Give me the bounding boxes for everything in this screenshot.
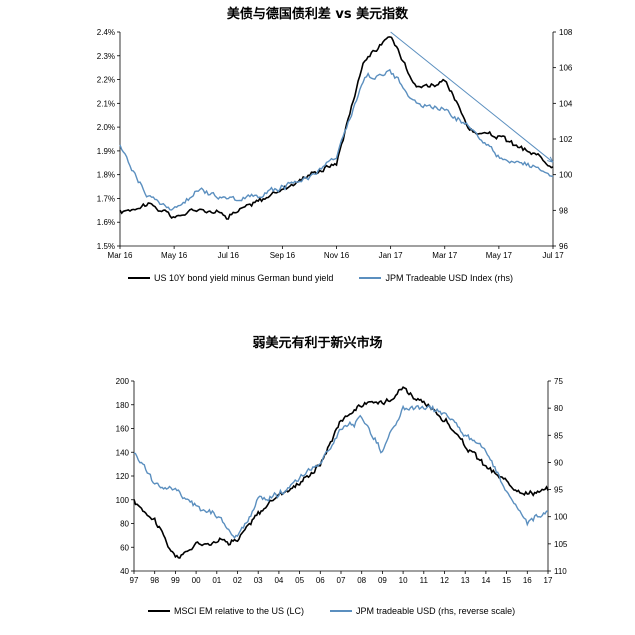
x-tick-label: 01 <box>212 576 221 585</box>
x-tick-label: 10 <box>399 576 408 585</box>
y-tick-label-right: 95 <box>554 486 563 495</box>
series-line-secondary <box>133 404 549 540</box>
x-tick-label: Mar 17 <box>432 251 457 260</box>
x-tick-label: Jul 17 <box>542 251 564 260</box>
chart-top-title: 美债与德国债利差 vs 美元指数 <box>226 7 409 22</box>
y-tick-label-right: 108 <box>559 28 573 37</box>
x-tick-label: 98 <box>150 576 159 585</box>
y-tick-label-left: 180 <box>116 401 130 410</box>
x-tick-label: 11 <box>420 576 429 585</box>
x-tick-label: 06 <box>316 576 325 585</box>
y-tick-label-left: 200 <box>116 377 130 386</box>
legend-swatch-msci-em <box>148 610 170 612</box>
legend-item-msci-em: MSCI EM relative to the US (LC) <box>148 606 304 616</box>
y-tick-label-right: 102 <box>559 135 573 144</box>
y-tick-label-left: 1.7% <box>97 194 115 203</box>
x-tick-label: 12 <box>440 576 449 585</box>
y-tick-label-right: 100 <box>559 171 573 180</box>
legend-label-msci-em: MSCI EM relative to the US (LC) <box>174 606 305 616</box>
y-tick-label-left: 120 <box>116 472 130 481</box>
y-tick-label-right: 105 <box>554 540 568 549</box>
y-tick-label-left: 2.3% <box>97 52 115 61</box>
y-tick-label-right: 100 <box>554 513 568 522</box>
x-tick-label: 02 <box>233 576 242 585</box>
chart-top: 美债与德国债利差 vs 美元指数 1.5% 1.6% 1.7% 1.8% 1.9% 2.0… <box>0 0 635 300</box>
y-tick-label-right: 90 <box>554 458 563 467</box>
legend-label-jpm-usd: JPM tradeable USD (rhs, reverse scale) <box>356 606 516 616</box>
y-tick-label-right: 80 <box>554 404 563 413</box>
y-tick-label-left: 1.9% <box>97 147 115 156</box>
chart-bottom-legend: MSCI EM relative to the US (LC) JPM trad… <box>148 606 541 616</box>
legend-swatch-jpm-usd <box>330 610 353 612</box>
chart-bottom-title: 弱美元有利于新兴市场 <box>252 336 383 351</box>
legend-item-usd-index: JPM Tradeable USD Index (rhs) <box>359 273 513 283</box>
legend-label-usd-index: JPM Tradeable USD Index (rhs) <box>385 273 513 283</box>
x-tick-label: Jan 17 <box>379 251 404 260</box>
y-tick-label-right: 75 <box>554 377 563 386</box>
x-tick-label: Nov 16 <box>324 251 350 260</box>
x-tick-label: May 17 <box>486 251 513 260</box>
series-line-primary <box>119 36 554 220</box>
chart-top-legend: US 10Y bond yield minus German bund yiel… <box>128 273 539 283</box>
x-tick-label: 17 <box>544 576 553 585</box>
y-tick-label-left: 160 <box>116 425 130 434</box>
x-tick-label: 15 <box>502 576 511 585</box>
x-tick-label: 07 <box>337 576 346 585</box>
x-tick-label: 14 <box>481 576 490 585</box>
y-tick-label-right: 98 <box>559 206 568 215</box>
x-tick-label: 09 <box>378 576 387 585</box>
x-tick-label: Jul 16 <box>218 251 240 260</box>
x-tick-label: Mar 16 <box>108 251 133 260</box>
legend-item-jpm-usd: JPM tradeable USD (rhs, reverse scale) <box>330 606 515 616</box>
y-tick-label-left: 2.4% <box>97 28 115 37</box>
x-tick-label: Sep 16 <box>270 251 296 260</box>
y-tick-label-left: 40 <box>120 567 129 576</box>
y-tick-label-left: 60 <box>120 543 129 552</box>
y-tick-label-left: 2.1% <box>97 99 115 108</box>
y-tick-label-left: 100 <box>116 496 130 505</box>
y-tick-label-right: 96 <box>559 242 568 251</box>
legend-swatch-usd-index <box>359 277 382 279</box>
x-tick-label: 97 <box>130 576 139 585</box>
y-tick-label-left: 140 <box>116 448 130 457</box>
x-tick-label: 08 <box>357 576 366 585</box>
x-tick-label: May 16 <box>161 251 188 260</box>
y-tick-label-left: 1.8% <box>97 171 115 180</box>
trendline-arrowhead <box>547 156 554 163</box>
y-tick-label-left: 80 <box>120 520 129 529</box>
y-tick-label-left: 2.2% <box>97 76 115 85</box>
series-line-primary <box>133 386 549 559</box>
legend-label-spread: US 10Y bond yield minus German bund yiel… <box>154 273 334 283</box>
x-tick-label: 13 <box>461 576 470 585</box>
legend-item-spread: US 10Y bond yield minus German bund yiel… <box>128 273 333 283</box>
y-tick-label-right: 110 <box>554 567 567 576</box>
x-tick-label: 00 <box>192 576 201 585</box>
y-tick-label-right: 104 <box>559 99 573 108</box>
x-tick-label: 16 <box>523 576 532 585</box>
y-tick-label-left: 1.6% <box>97 218 115 227</box>
y-tick-label-left: 1.5% <box>97 242 115 251</box>
y-tick-label-left: 2.0% <box>97 123 115 132</box>
x-tick-label: 05 <box>295 576 304 585</box>
x-tick-label: 99 <box>171 576 180 585</box>
series-line-secondary <box>119 68 554 211</box>
legend-swatch-spread <box>128 277 150 279</box>
y-tick-label-right: 85 <box>554 431 563 440</box>
x-tick-label: 04 <box>274 576 283 585</box>
trendline <box>390 31 554 163</box>
chart-top-svg: 1.5% 1.6% 1.7% 1.8% 1.9% 2.0% 2.1% 2.2% 2.3% 2.4%… <box>97 28 573 260</box>
x-tick-label: 03 <box>254 576 263 585</box>
y-tick-label-right: 106 <box>559 64 573 73</box>
chart-bottom: 弱美元有利于新兴市场 40 60 80 100 120 140 160 180 200 75 80 8… <box>0 318 635 635</box>
